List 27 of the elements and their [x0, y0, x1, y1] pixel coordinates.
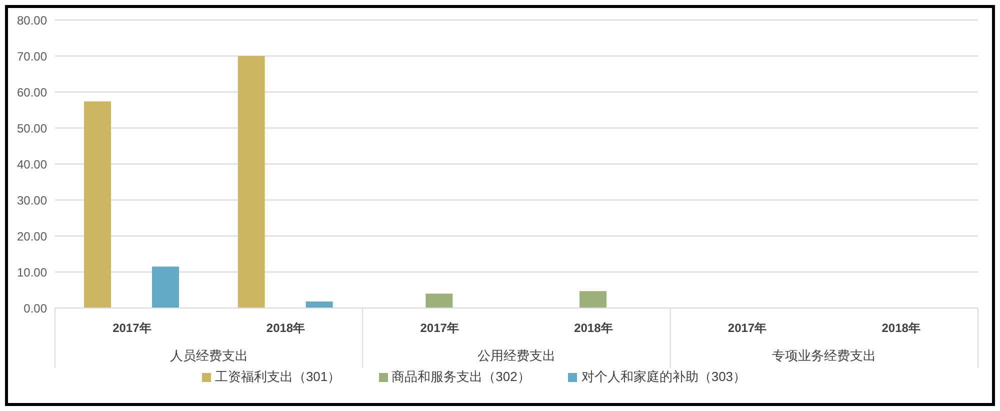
x-tick-label: 2018年 [266, 321, 306, 335]
legend-label: 工资福利支出（301） [214, 369, 341, 384]
bar [84, 101, 111, 308]
y-tick-label: 20.00 [16, 229, 48, 244]
text: 人员经费支出 [170, 348, 248, 363]
y-tick-label: 70.00 [16, 49, 48, 64]
x-tick-label: 2018年 [574, 321, 613, 335]
bar [152, 266, 179, 308]
text: 公用经费支出 [478, 348, 556, 363]
y-tick-label: 50.00 [16, 121, 48, 136]
y-tick-label: 80.00 [16, 13, 48, 28]
y-tick-label: 0.00 [24, 301, 48, 316]
legend-label: 对个人和家庭的补助（303） [581, 369, 746, 384]
bar [426, 294, 453, 308]
text: 专项业务经费支出 [772, 348, 876, 363]
y-tick-label: 10.00 [16, 265, 48, 280]
x-tick-label: 2017年 [420, 321, 459, 335]
y-tick-label: 40.00 [16, 157, 48, 172]
y-tick-label: 60.00 [16, 85, 48, 100]
legend-label: 商品和服务支出（302） [392, 369, 530, 384]
x-tick-label: 2017年 [112, 321, 152, 335]
x-tick-label: 2017年 [728, 321, 767, 335]
bar [306, 302, 333, 308]
x-tick-label: 2018年 [882, 321, 920, 335]
bar [580, 291, 606, 308]
bar [238, 56, 265, 308]
y-tick-label: 30.00 [16, 193, 48, 208]
